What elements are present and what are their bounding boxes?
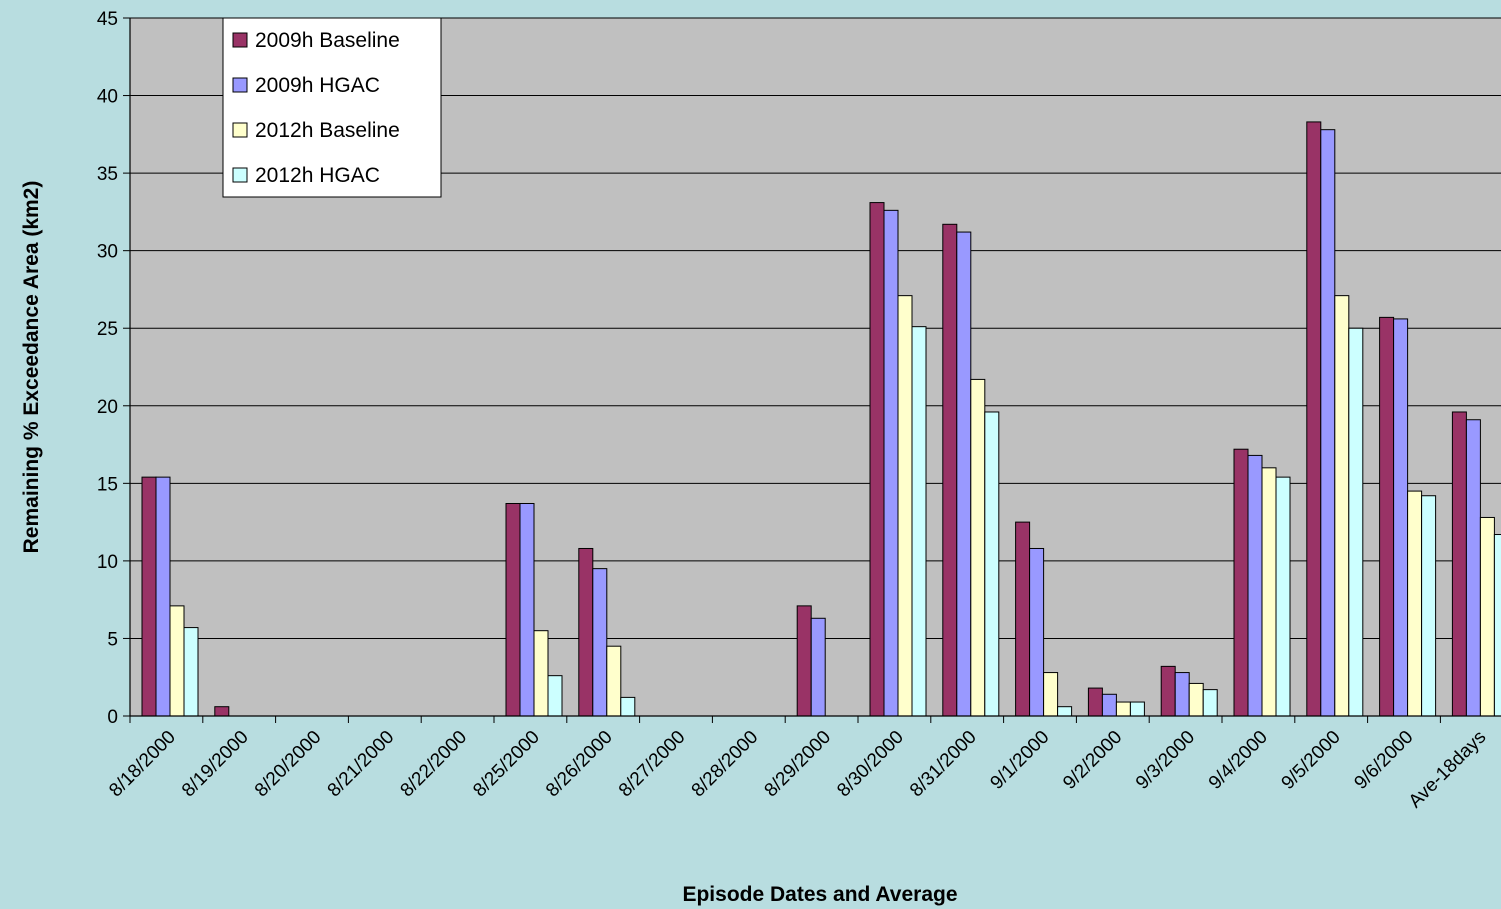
x-tick-label: 8/22/2000 (397, 727, 472, 802)
bar (214, 706, 230, 717)
legend: 2009h Baseline 2009h HGAC 2012h Baseline 20… (222, 17, 442, 198)
bar (1334, 295, 1350, 717)
bar (1115, 701, 1131, 717)
bar (155, 476, 171, 717)
bar (883, 209, 899, 717)
bar (897, 295, 913, 717)
x-tick-label: 8/25/2000 (469, 727, 544, 802)
y-tick-label: 0 (107, 707, 118, 728)
bar (1275, 476, 1291, 717)
legend-swatch (232, 122, 248, 138)
bar (911, 326, 927, 717)
y-tick-labels: 0 5 10 15 20 25 30 35 40 45 (97, 9, 130, 728)
bar (956, 231, 972, 717)
bar (1247, 454, 1263, 717)
x-tick-label: 9/2/2000 (1059, 727, 1126, 794)
x-tick-label: 9/3/2000 (1132, 727, 1199, 794)
bar (1261, 467, 1277, 717)
x-tick-label: 9/1/2000 (986, 727, 1053, 794)
legend-swatch (232, 167, 248, 183)
bar (1188, 682, 1204, 717)
bar (942, 223, 958, 717)
bar (1129, 701, 1145, 717)
bar (620, 696, 636, 717)
legend-swatch (232, 32, 248, 48)
bar (578, 547, 594, 717)
bar (533, 630, 549, 717)
x-tick-label: 9/6/2000 (1350, 727, 1417, 794)
legend-label: 2012h HGAC (255, 164, 380, 187)
bar (1202, 689, 1218, 717)
y-tick-label: 40 (97, 87, 118, 108)
y-tick-label: 30 (97, 242, 118, 263)
x-tick-label: 8/27/2000 (615, 727, 690, 802)
legend-label: 2009h Baseline (255, 29, 400, 52)
x-axis-title: Episode Dates and Average (682, 883, 957, 906)
x-tick-label: 9/5/2000 (1278, 727, 1345, 794)
bar (1233, 448, 1249, 717)
x-tick-label: 8/26/2000 (542, 727, 617, 802)
y-tick-label: 5 (107, 629, 118, 650)
x-tick-label: Ave-18days (1405, 727, 1491, 813)
bar (1101, 693, 1117, 717)
bar (1479, 516, 1495, 717)
bar (1306, 121, 1322, 717)
bar (1407, 490, 1423, 717)
x-tick-label: 8/20/2000 (251, 727, 326, 802)
bar (1379, 316, 1395, 717)
bar (1320, 129, 1336, 717)
legend-label: 2012h Baseline (255, 119, 400, 142)
bar (1043, 672, 1059, 717)
bar (869, 202, 885, 717)
legend-box (222, 17, 442, 198)
bar (1087, 687, 1103, 717)
y-tick-label: 35 (97, 164, 118, 185)
y-axis-title: Remaining % Exceedance Area (km2) (20, 181, 43, 554)
bar (1493, 534, 1501, 717)
bars (141, 121, 1501, 717)
x-tick-label: 8/21/2000 (324, 727, 399, 802)
bar (1160, 665, 1176, 717)
bar (1451, 411, 1467, 717)
x-tick-label: 8/28/2000 (688, 727, 763, 802)
legend-label: 2009h HGAC (255, 74, 380, 97)
x-tick-labels: 8/18/20008/19/20008/20/20008/21/20008/22… (105, 727, 1490, 813)
bar (984, 411, 1000, 717)
bar (796, 605, 812, 717)
bar (547, 675, 563, 717)
y-tick-label: 25 (97, 319, 118, 340)
axes (129, 18, 1501, 723)
bar (1057, 706, 1073, 717)
bar (183, 627, 199, 717)
bar (592, 568, 608, 717)
bar (1421, 495, 1437, 717)
y-tick-label: 20 (97, 397, 118, 418)
x-tick-label: 8/30/2000 (833, 727, 908, 802)
x-tick-label: 8/29/2000 (761, 727, 836, 802)
bar (505, 502, 521, 717)
bar (1015, 521, 1031, 717)
bar (169, 605, 185, 717)
y-tick-label: 45 (97, 9, 118, 30)
bar (810, 617, 826, 717)
legend-swatch (232, 77, 248, 93)
x-tick-label: 8/31/2000 (906, 727, 981, 802)
x-tick-label: 9/4/2000 (1205, 727, 1272, 794)
bar (1348, 327, 1364, 717)
bar (1393, 318, 1409, 717)
bar (1465, 419, 1481, 717)
bar (519, 502, 535, 717)
bar (1174, 672, 1190, 717)
x-tick-label: 8/19/2000 (178, 727, 253, 802)
bar (970, 378, 986, 717)
x-tick-label: 8/18/2000 (105, 727, 180, 802)
bar (606, 645, 622, 717)
y-tick-label: 10 (97, 552, 118, 573)
bar (1029, 547, 1045, 717)
y-tick-label: 15 (97, 474, 118, 495)
bar (141, 476, 157, 717)
